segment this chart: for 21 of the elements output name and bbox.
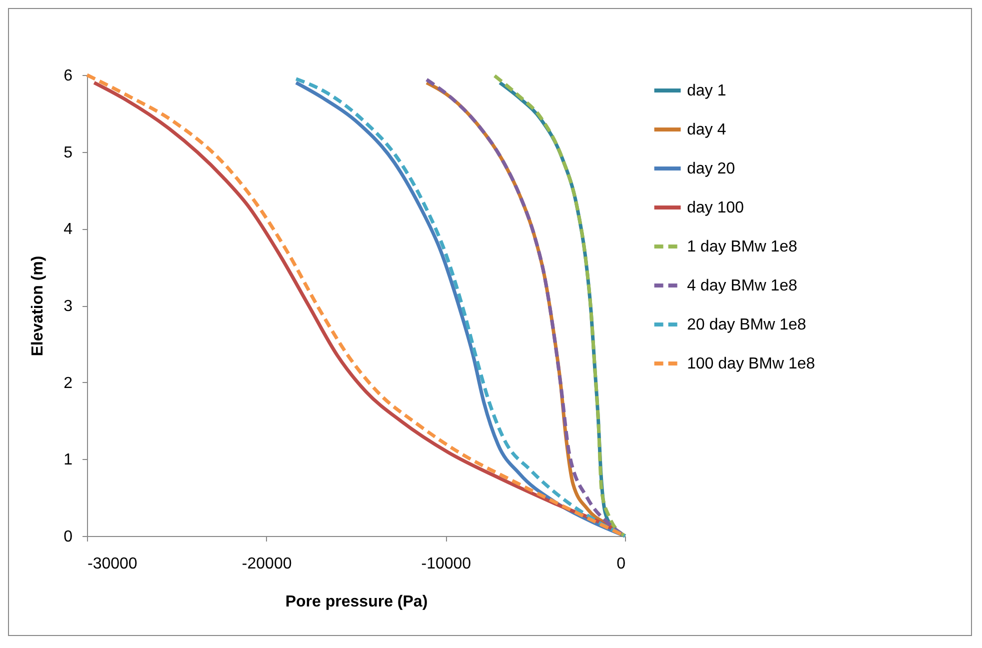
y-tick-label: 6	[64, 68, 73, 84]
x-axis-title: Pore pressure (Pa)	[285, 594, 428, 610]
legend-label: 4 day BMw 1e8	[687, 278, 798, 294]
y-tick-label: 5	[64, 144, 73, 162]
legend-label: 100 day BMw 1e8	[687, 356, 816, 372]
legend-label: day 1	[687, 82, 726, 100]
x-tick-label: -10000	[421, 556, 472, 572]
y-tick-label: 4	[64, 221, 73, 238]
y-tick-label: 2	[64, 374, 73, 392]
legend-label: day 4	[687, 122, 726, 138]
x-tick-label: -20000	[242, 556, 292, 572]
legend-label: day 20	[687, 160, 736, 178]
x-tick-label: 0	[616, 556, 626, 572]
x-tick-label: -30000	[88, 556, 138, 572]
y-axis-title: Elevation (m)	[30, 256, 47, 356]
legend-label: 20 day BMw 1e8	[687, 316, 806, 334]
y-tick-label: 1	[64, 452, 73, 469]
legend-label: 1 day BMw 1e8	[687, 238, 798, 256]
legend-label: day 100	[687, 200, 744, 216]
y-tick-label: 0	[64, 528, 73, 546]
y-tick-label: 3	[64, 298, 73, 315]
